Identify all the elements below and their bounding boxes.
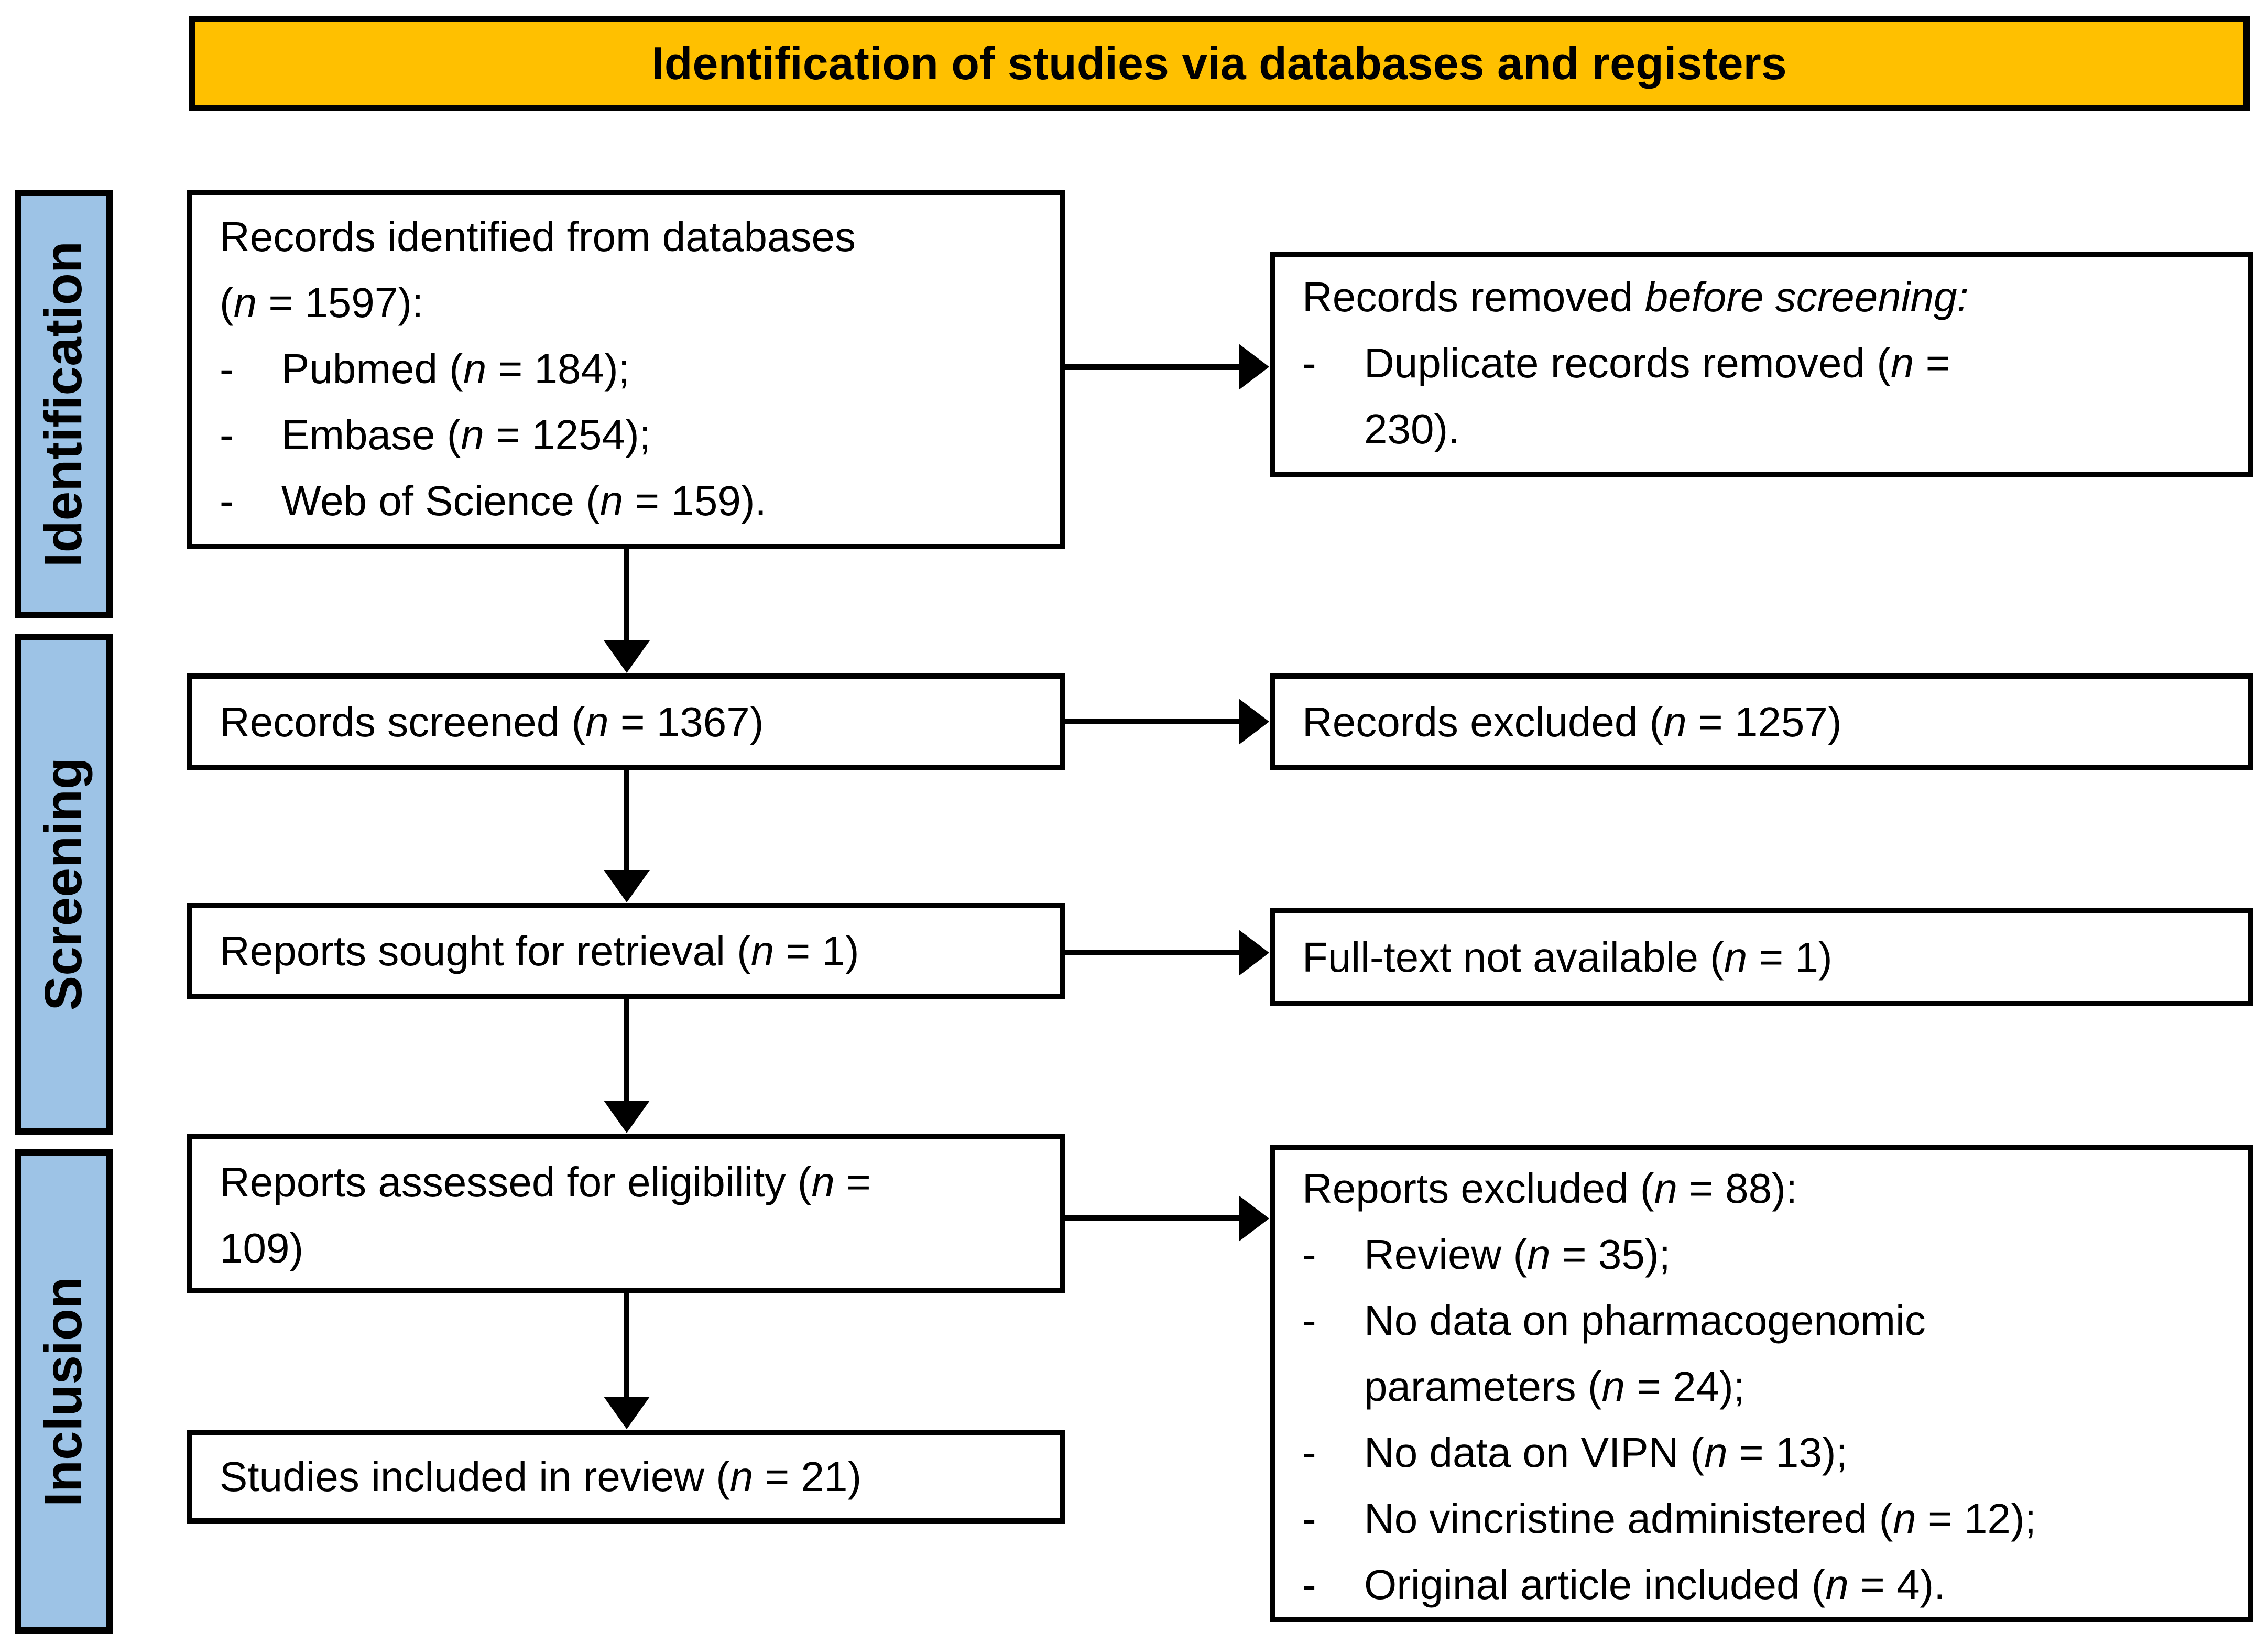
text-line: - Web of Science (n = 159). [220,468,1032,534]
bullet-dash: - [220,411,234,458]
text-line: - Original article included (n = 4). [1302,1552,2221,1618]
box-records-screened: Records screened (n = 1367) [187,673,1065,770]
text-line: 109) [220,1215,1032,1281]
text-segment-group: Records removed before screening: [1302,274,1969,320]
box-records-removed-before-screening: Records removed before screening: - Duplic… [1270,252,2253,477]
stage-label-inclusion: Inclusion [15,1149,113,1634]
arrow-screened-to-excluded-shaft [1065,719,1240,724]
text-segment-group: Reports sought for retrieval (n = 1) [220,928,859,974]
box-records-identified: Records identified from databases (n = 15… [187,190,1065,549]
text-line: - Pubmed (n = 184); [220,336,1032,402]
box-reports-excluded: Reports excluded (n = 88): - Review (n = 3… [1270,1145,2253,1622]
header-title: Identification of studies via databases … [651,37,1787,89]
header-banner: Identification of studies via databases … [189,16,2250,111]
bullet-dash: - [1302,1495,1316,1542]
text-line: 230). [1302,396,2221,462]
stage-label-identification: Identification [15,190,113,618]
arrow-sought-to-assessed-head [604,1101,650,1133]
text-segment-group: No data on VIPN (n = 13); [1364,1429,1848,1476]
text-line: Studies included in review (n = 21) [220,1444,862,1510]
box-reports-sought-for-retrieval: Reports sought for retrieval (n = 1) [187,903,1065,999]
text-segment-group: (n = 1597): [220,279,424,326]
arrow-sought-to-assessed-shaft [624,999,629,1102]
text-segment-group: Records excluded (n = 1257) [1302,698,1842,745]
text-line: Records removed before screening: [1302,264,2221,330]
stage-label-text: Inclusion [34,1276,93,1507]
box-fulltext-not-available: Full-text not available (n = 1) [1270,908,2253,1006]
arrow-screened-to-sought-head [604,870,650,902]
arrow-screened-to-excluded-head [1239,699,1269,745]
arrow-identified-to-screened-head [604,640,650,673]
arrow-assessed-to-included-head [604,1397,650,1429]
arrow-assessed-to-reports-excluded-head [1239,1195,1269,1242]
text-line: - No data on pharmacogenomic [1302,1288,2221,1354]
text-line: parameters (n = 24); [1302,1354,2221,1420]
stage-label-screening: Screening [15,634,113,1135]
text-segment-group: Embase (n = 1254); [281,411,651,458]
bullet-dash: - [1302,1561,1316,1608]
text-segment-group: Records identified from databases [220,213,856,260]
text-segment-group: Pubmed (n = 184); [281,345,630,392]
text-line: Reports sought for retrieval (n = 1) [220,918,859,984]
text-segment-group: Records screened (n = 1367) [220,698,764,745]
text-line: - Duplicate records removed (n = [1302,330,2221,396]
arrow-sought-to-fulltext-shaft [1065,950,1240,955]
text-line: (n = 1597): [220,270,1032,336]
text-segment-group: parameters (n = 24); [1364,1363,1746,1410]
arrow-screened-to-sought-shaft [624,770,629,871]
arrow-sought-to-fulltext-head [1239,930,1269,976]
text-line: - No data on VIPN (n = 13); [1302,1420,2221,1486]
text-line: - No vincristine administered (n = 12); [1302,1486,2221,1552]
text-segment-group: No data on pharmacogenomic [1364,1297,1926,1344]
arrow-identified-to-removed-shaft [1065,364,1240,370]
box-records-excluded: Records excluded (n = 1257) [1270,673,2253,770]
text-line: Reports excluded (n = 88): [1302,1156,2221,1222]
text-segment-group: Full-text not available (n = 1) [1302,933,1833,981]
text-segment-group: Reports assessed for eligibility (n = [220,1159,871,1205]
stage-label-text: Identification [34,241,93,568]
text-line: Reports assessed for eligibility (n = [220,1149,1032,1215]
text-segment-group: Reports excluded (n = 88): [1302,1165,1797,1212]
text-line: Records screened (n = 1367) [220,689,764,755]
bullet-dash: - [220,345,234,392]
text-segment-group: 230). [1364,406,1460,452]
text-segment-group: Review (n = 35); [1364,1231,1671,1278]
bullet-dash: - [220,477,234,524]
arrow-identified-to-removed-head [1239,344,1269,390]
text-line: Records excluded (n = 1257) [1302,689,1842,755]
text-line: - Embase (n = 1254); [220,402,1032,468]
text-segment-group: 109) [220,1225,304,1271]
bullet-dash: - [1302,1297,1316,1344]
box-reports-assessed-for-eligibility: Reports assessed for eligibility (n = 109… [187,1134,1065,1293]
bullet-dash: - [1302,340,1316,386]
text-segment-group: Web of Science (n = 159). [281,477,767,524]
text-segment-group: Original article included (n = 4). [1364,1561,1946,1608]
text-line: Records identified from databases [220,204,1032,270]
text-segment-group: Studies included in review (n = 21) [220,1453,862,1500]
arrow-identified-to-screened-shaft [624,549,629,643]
text-segment-group: Duplicate records removed (n = [1364,340,1950,386]
box-studies-included-in-review: Studies included in review (n = 21) [187,1430,1065,1524]
bullet-dash: - [1302,1231,1316,1278]
text-line: Full-text not available (n = 1) [1302,924,1833,991]
arrow-assessed-to-reports-excluded-shaft [1065,1215,1240,1221]
arrow-assessed-to-included-shaft [624,1293,629,1398]
text-segment-group: No vincristine administered (n = 12); [1364,1495,2036,1542]
stage-label-text: Screening [34,757,93,1011]
bullet-dash: - [1302,1429,1316,1476]
text-line: - Review (n = 35); [1302,1222,2221,1288]
